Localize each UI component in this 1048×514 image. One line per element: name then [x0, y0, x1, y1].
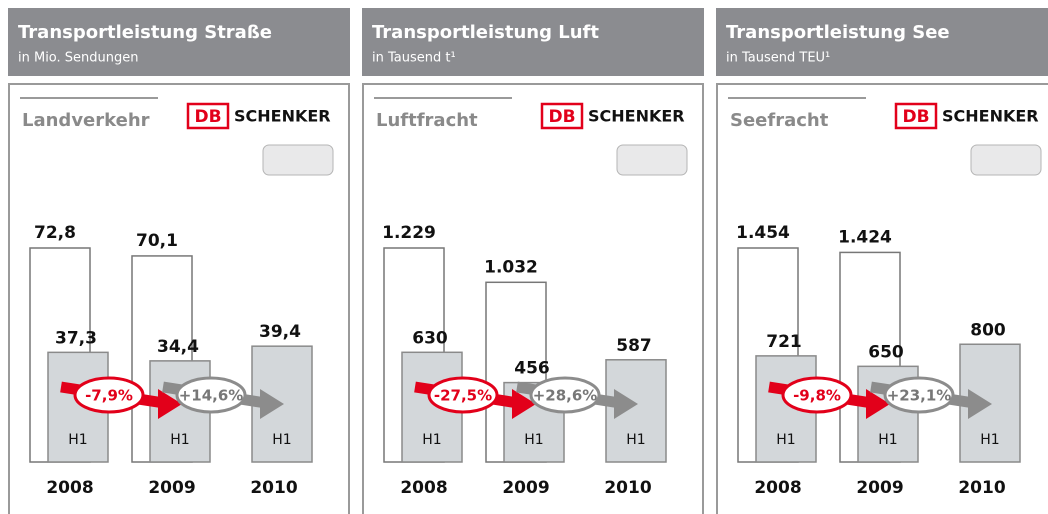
change-label: -27,5% — [434, 387, 492, 405]
value-label: 34,4 — [157, 337, 199, 357]
panel-title: Transportleistung Luft — [372, 22, 599, 43]
panel: Transportleistung Luft in Tausend t¹ Luftf… — [362, 8, 704, 514]
value-label: 587 — [616, 336, 652, 356]
bar-name: H1 — [878, 432, 897, 448]
panel-subtitle: in Tausend TEU¹ — [726, 51, 830, 66]
bar-name: H1 — [272, 432, 291, 448]
bar-name: H1 — [68, 432, 87, 448]
logo-mark: DB — [902, 107, 929, 127]
x-tick-label: 2008 — [46, 478, 93, 498]
x-tick-label: 2010 — [604, 478, 651, 498]
panel-subtitle: in Mio. Sendungen — [18, 51, 139, 66]
change-label: +28,6% — [533, 387, 598, 405]
bar-name: H1 — [776, 432, 795, 448]
value-label: 800 — [970, 320, 1006, 340]
value-label: 1.424 — [838, 227, 892, 247]
panel-title: Transportleistung Straße — [18, 22, 272, 43]
value-label: 1.032 — [484, 257, 538, 277]
infographic: Transportleistung Straße in Mio. Sendunge… — [0, 0, 1048, 514]
logo-text: SCHENKER — [588, 107, 685, 126]
change-label: -7,9% — [85, 387, 133, 405]
bar-name: H1 — [524, 432, 543, 448]
value-label: 39,4 — [259, 322, 301, 342]
value-label: 456 — [514, 359, 550, 379]
x-tick-label: 2010 — [958, 478, 1005, 498]
icon — [971, 145, 1041, 175]
value-label: 650 — [868, 342, 904, 362]
x-tick-label: 2009 — [148, 478, 195, 498]
panel-subtitle: in Tausend t¹ — [372, 51, 456, 66]
value-label: 1.454 — [736, 223, 790, 243]
panel: Transportleistung See in Tausend TEU¹ Seef… — [716, 8, 1048, 514]
x-tick-label: 2010 — [250, 478, 297, 498]
logo-mark: DB — [194, 107, 221, 127]
value-label: 630 — [412, 328, 448, 348]
value-label: 1.229 — [382, 223, 436, 243]
bar-name: H1 — [980, 432, 999, 448]
icon — [617, 145, 687, 175]
panel: Transportleistung Straße in Mio. Sendunge… — [8, 8, 350, 514]
logo-text: SCHENKER — [942, 107, 1039, 126]
change-label: +23,1% — [887, 387, 952, 405]
value-label: 37,3 — [55, 328, 97, 348]
x-tick-label: 2008 — [754, 478, 801, 498]
change-label: +14,6% — [179, 387, 244, 405]
bar-name: H1 — [170, 432, 189, 448]
change-label: -9,8% — [793, 387, 841, 405]
panel-tag: Landverkehr — [22, 110, 150, 131]
x-tick-label: 2008 — [400, 478, 447, 498]
x-tick-label: 2009 — [856, 478, 903, 498]
icon — [263, 145, 333, 175]
logo-text: SCHENKER — [234, 107, 331, 126]
panel-tag: Seefracht — [730, 110, 829, 131]
bar-name: H1 — [626, 432, 645, 448]
value-label: 70,1 — [136, 231, 178, 251]
value-label: 721 — [766, 332, 802, 352]
x-tick-label: 2009 — [502, 478, 549, 498]
value-label: 72,8 — [34, 223, 76, 243]
logo-mark: DB — [548, 107, 575, 127]
panel-tag: Luftfracht — [376, 110, 478, 131]
panel-title: Transportleistung See — [726, 22, 950, 43]
bar-name: H1 — [422, 432, 441, 448]
